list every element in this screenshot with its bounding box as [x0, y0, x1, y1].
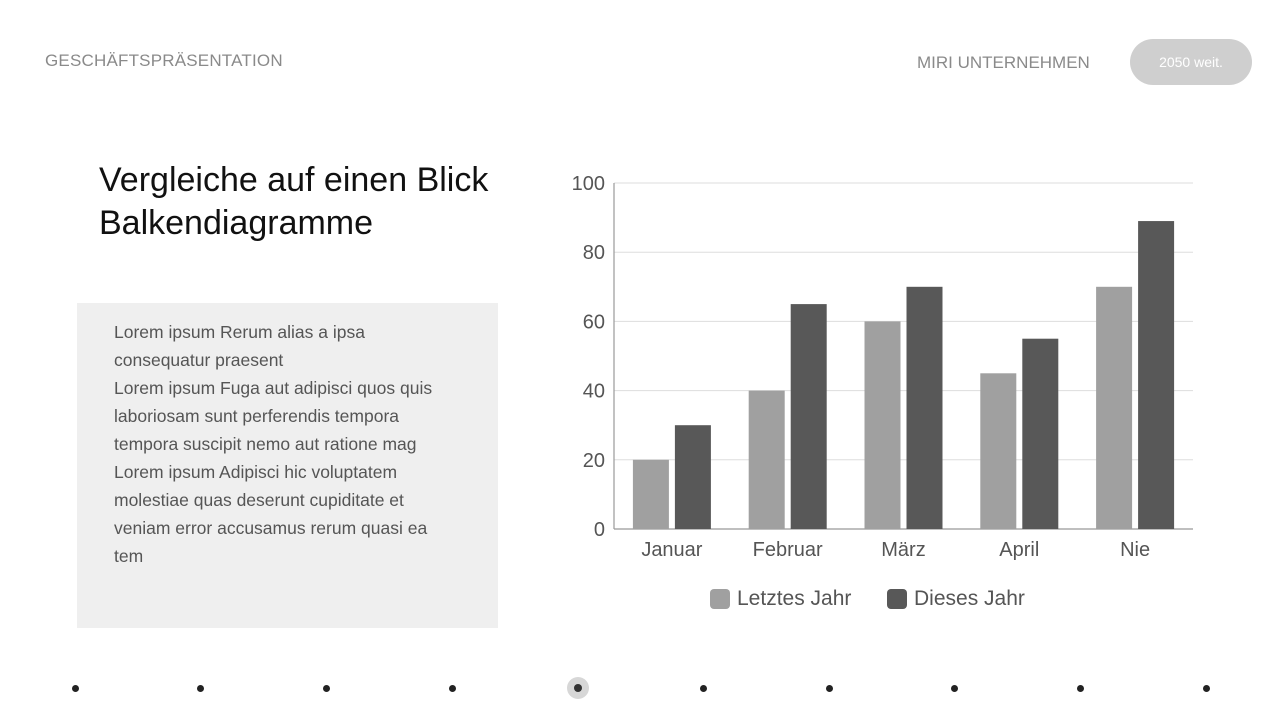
slide-title-line1: Vergleiche auf einen Blick: [99, 161, 489, 199]
pagination-dot[interactable]: [825, 685, 833, 692]
text-line: veniam error accusamus rerum quasi ea: [114, 518, 428, 538]
text-line: Lorem ipsum Fuga aut adipisci quos quis: [114, 378, 433, 398]
bar-letztes-jahr: [1096, 286, 1133, 529]
pagination-dot[interactable]: [700, 685, 707, 692]
company-name: MIRI UNTERNEHMEN: [917, 53, 1090, 72]
pill-button[interactable]: 2050 weit.: [1130, 39, 1252, 85]
presentation-label: GESCHÄFTSPRÄSENTATION: [45, 51, 283, 70]
y-tick-label: 80: [583, 242, 605, 264]
pill-label: 2050 weit.: [1159, 54, 1223, 70]
y-tick-label: 60: [583, 311, 605, 333]
text-line: molestiae quas deserunt cupiditate et: [114, 490, 404, 510]
x-tick-label: Januar: [641, 539, 702, 561]
x-tick-label: Nie: [1120, 539, 1150, 561]
pagination-dot[interactable]: [566, 677, 589, 699]
legend-label: Letztes Jahr: [737, 587, 851, 610]
text-panel: Lorem ipsum Rerum alias a ipsa consequat…: [77, 303, 498, 628]
pagination-dot[interactable]: [1202, 685, 1210, 692]
y-tick-label: 20: [583, 450, 605, 472]
y-tick-label: 0: [594, 519, 605, 541]
text-line: tempora suscipit nemo aut ratione mag: [114, 434, 417, 454]
bar-letztes-jahr: [864, 321, 901, 529]
pagination-dot[interactable]: [71, 685, 79, 692]
text-line: consequatur praesent: [114, 350, 284, 370]
pagination-dot[interactable]: [951, 685, 959, 692]
slide-title-line2: Balkendiagramme: [99, 204, 374, 242]
text-line: Lorem ipsum Adipisci hic voluptatem: [114, 462, 398, 482]
bar-dieses-jahr: [906, 286, 943, 529]
text-line: laboriosam sunt perferendis tempora: [114, 406, 400, 426]
x-tick-label: April: [999, 539, 1039, 561]
bar-dieses-jahr: [1138, 221, 1175, 529]
legend-label: Dieses Jahr: [914, 587, 1025, 610]
bar-dieses-jahr: [1022, 338, 1059, 529]
bar-dieses-jahr: [674, 425, 711, 529]
y-tick-label: 100: [572, 173, 605, 195]
bar-letztes-jahr: [748, 390, 785, 529]
bar-letztes-jahr: [632, 459, 669, 529]
bar-chart: 0 20 40 60 80 100 Januar Februar März April Nie Let…: [572, 173, 1193, 610]
y-tick-label: 40: [583, 381, 605, 403]
slide-title: Vergleiche auf einen Blick Balkendiagram…: [99, 159, 488, 245]
text-line: Lorem ipsum Rerum alias a ipsa: [114, 322, 365, 342]
x-tick-label: Februar: [753, 539, 823, 561]
text-panel-body: Lorem ipsum Rerum alias a ipsa consequat…: [114, 322, 464, 570]
pagination-dot[interactable]: [1077, 685, 1085, 692]
bar-letztes-jahr: [980, 373, 1017, 529]
x-tick-label: März: [881, 539, 925, 561]
text-line: tem: [114, 546, 144, 566]
legend-swatch: [710, 589, 730, 609]
legend-swatch: [887, 589, 907, 609]
slide-pagination: [0, 676, 1280, 700]
bar-dieses-jahr: [790, 304, 827, 529]
pagination-dot[interactable]: [322, 685, 330, 692]
pagination-dot[interactable]: [448, 685, 456, 692]
pagination-dot[interactable]: [197, 685, 205, 692]
